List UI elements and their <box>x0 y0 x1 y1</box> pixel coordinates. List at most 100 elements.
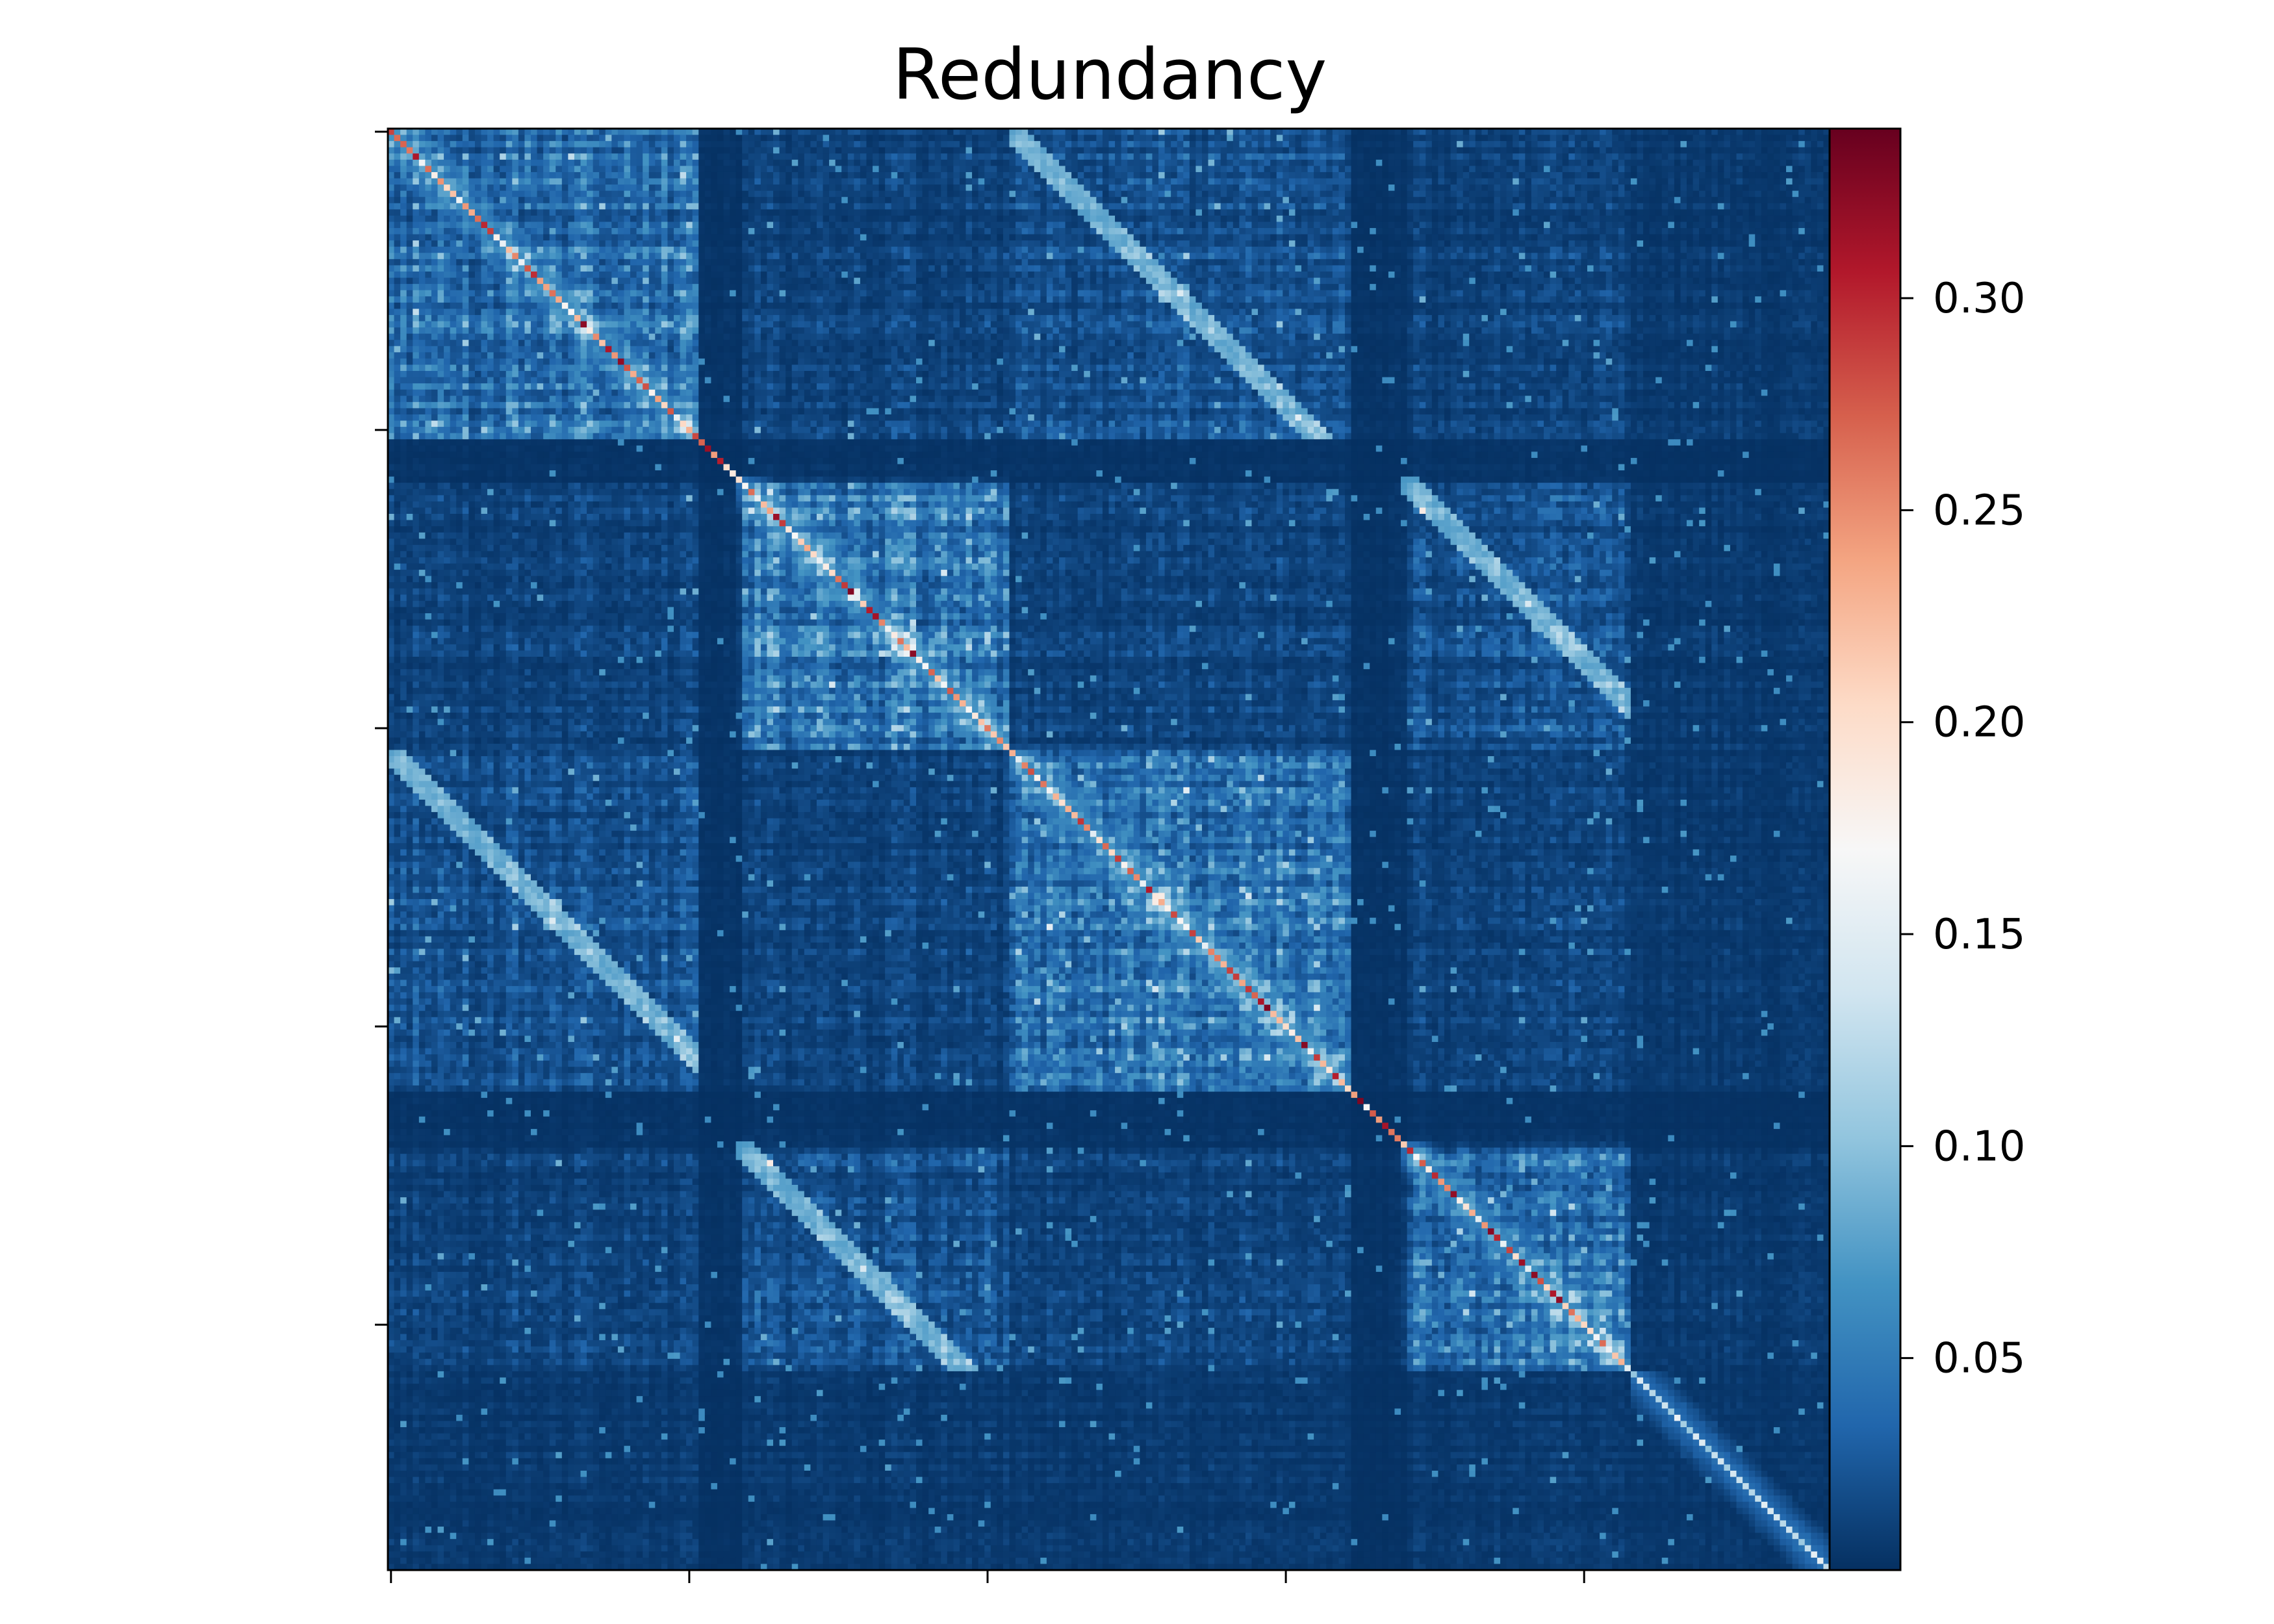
heatmap-cell <box>1338 184 1345 191</box>
heatmap-cell <box>1326 135 1333 142</box>
heatmap-cell <box>1655 166 1662 172</box>
heatmap-cell <box>599 153 606 160</box>
heatmap-cell <box>829 129 836 135</box>
heatmap-cell <box>1121 172 1128 179</box>
heatmap-cell <box>1469 179 1476 185</box>
heatmap-cell <box>661 141 668 147</box>
heatmap-cell <box>693 160 699 166</box>
heatmap-cell <box>444 179 450 185</box>
heatmap-cell <box>524 172 531 179</box>
heatmap-cell <box>1798 184 1805 191</box>
heatmap-cell <box>1581 166 1587 172</box>
heatmap-cell <box>425 172 431 179</box>
heatmap-cell <box>531 141 537 147</box>
heatmap-cell <box>1407 141 1414 147</box>
heatmap-cell <box>531 191 537 197</box>
heatmap-cell <box>1314 129 1320 135</box>
heatmap-cell <box>1618 147 1625 154</box>
heatmap-cell <box>680 179 687 185</box>
heatmap-cell <box>935 153 941 160</box>
heatmap-cell <box>1096 172 1103 179</box>
heatmap-cell <box>1364 160 1370 166</box>
heatmap-cell <box>991 147 997 154</box>
heatmap-cell <box>991 179 997 185</box>
heatmap-cell <box>1693 147 1700 154</box>
heatmap-cell <box>1401 129 1407 135</box>
heatmap-cell <box>891 153 898 160</box>
heatmap-cell <box>1190 172 1196 179</box>
heatmap-cell <box>786 141 792 147</box>
heatmap-cell <box>1308 197 1314 203</box>
heatmap-cell <box>1246 197 1252 203</box>
heatmap-cell <box>518 160 525 166</box>
heatmap-cell <box>1146 147 1153 154</box>
heatmap-cell <box>1711 147 1718 154</box>
heatmap-cell <box>1550 179 1557 185</box>
heatmap-cell <box>468 184 475 191</box>
heatmap-cell <box>1451 129 1457 135</box>
heatmap-cell <box>798 135 804 142</box>
heatmap-cell <box>1463 160 1470 166</box>
heatmap-cell <box>1699 179 1706 185</box>
heatmap-cell <box>767 147 773 154</box>
heatmap-cell <box>1158 179 1165 185</box>
heatmap-cell <box>655 197 661 203</box>
heatmap-cell <box>1034 129 1041 135</box>
heatmap-cell <box>1624 179 1631 185</box>
heatmap-cell <box>1413 166 1420 172</box>
heatmap-cell <box>1066 129 1072 135</box>
heatmap-cell <box>649 153 656 160</box>
heatmap-cell <box>1338 129 1345 135</box>
heatmap-cell <box>1103 172 1109 179</box>
heatmap-cell <box>487 147 494 154</box>
heatmap-cell <box>1370 172 1376 179</box>
heatmap-cell <box>475 191 481 197</box>
heatmap-cell <box>891 184 898 191</box>
heatmap-cell <box>910 153 916 160</box>
heatmap-cell <box>1146 172 1153 179</box>
heatmap-cell <box>1009 141 1016 147</box>
heatmap-cell <box>1494 160 1501 166</box>
heatmap-cell <box>860 172 867 179</box>
heatmap-cell <box>897 153 904 160</box>
heatmap-cell <box>717 141 724 147</box>
heatmap-cell <box>1047 135 1053 142</box>
heatmap-cell <box>910 135 916 142</box>
heatmap-cell <box>1637 172 1644 179</box>
heatmap-cell <box>518 141 525 147</box>
heatmap-cell <box>1618 141 1625 147</box>
heatmap-cell <box>1090 184 1097 191</box>
heatmap-cell <box>841 184 848 191</box>
heatmap-cell <box>1246 135 1252 142</box>
heatmap-cell <box>1251 141 1258 147</box>
heatmap-cell <box>1432 135 1438 142</box>
heatmap-cell <box>1457 184 1463 191</box>
heatmap-cell <box>1190 160 1196 166</box>
heatmap-cell <box>413 166 419 172</box>
heatmap-cell <box>748 160 755 166</box>
heatmap-cell <box>413 153 419 160</box>
heatmap-cell <box>705 172 711 179</box>
heatmap-cell <box>1413 191 1420 197</box>
heatmap-cell <box>611 129 618 135</box>
heatmap-cell <box>879 129 886 135</box>
heatmap-cell <box>960 184 966 191</box>
heatmap-cell <box>978 153 985 160</box>
heatmap-cell <box>450 166 457 172</box>
heatmap-cell <box>1382 129 1388 135</box>
heatmap-cell <box>829 197 836 203</box>
heatmap-cell <box>836 191 842 197</box>
heatmap-cell <box>1277 179 1283 185</box>
heatmap-cell <box>1283 184 1289 191</box>
heatmap-cell <box>1706 184 1712 191</box>
heatmap-cell <box>866 179 873 185</box>
heatmap-cell <box>1444 197 1451 203</box>
heatmap-cell <box>1481 197 1488 203</box>
heatmap-cell <box>1251 184 1258 191</box>
heatmap-cell <box>1096 166 1103 172</box>
heatmap-cell <box>419 129 426 135</box>
heatmap-cell <box>431 147 438 154</box>
heatmap-cell <box>730 197 736 203</box>
heatmap-cell <box>463 172 469 179</box>
heatmap-cell <box>1687 129 1693 135</box>
